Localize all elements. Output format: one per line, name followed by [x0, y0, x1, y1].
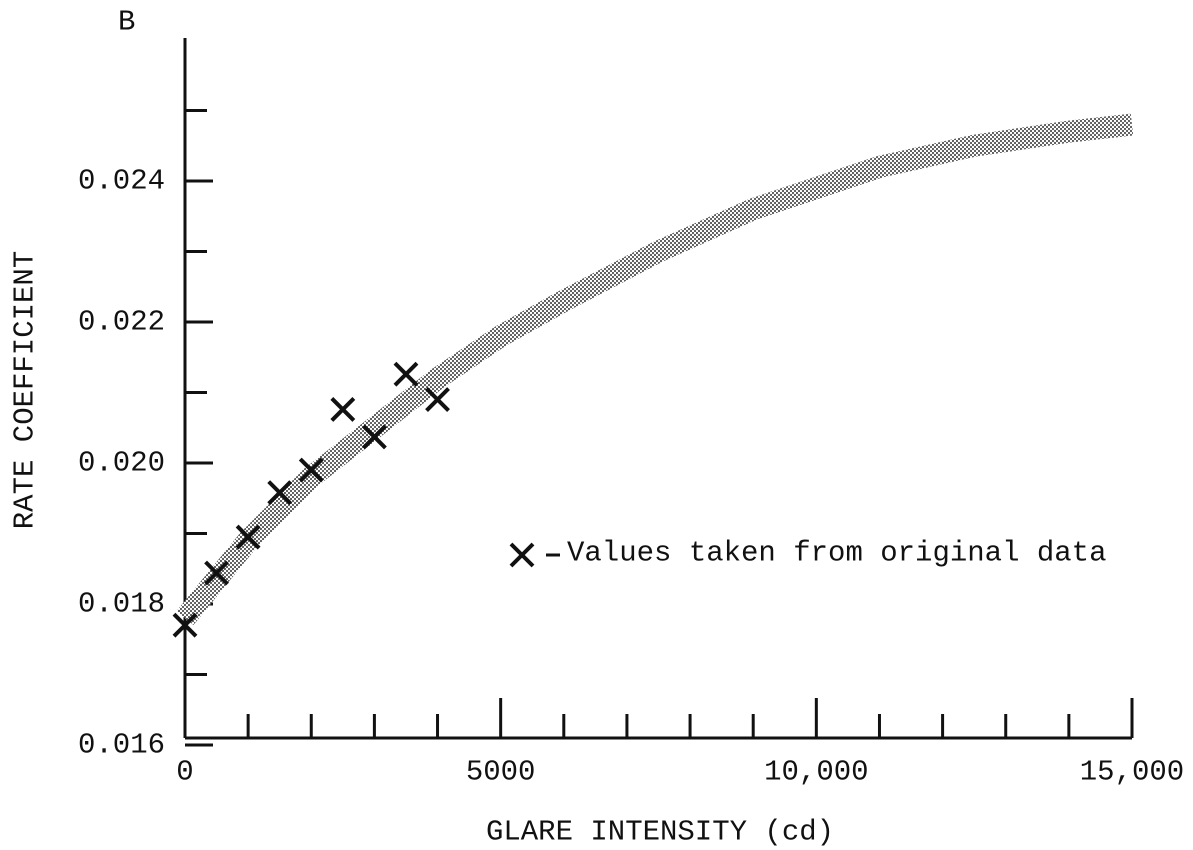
x-tick-label: 0: [176, 756, 193, 789]
data-point: [361, 424, 387, 450]
y-tick-label: 0.024: [78, 165, 165, 198]
data-point: [235, 524, 261, 550]
legend-label: Values taken from original data: [567, 537, 1107, 570]
data-point: [425, 387, 450, 412]
marker-stroke: [267, 480, 293, 506]
panel-label: B: [118, 6, 135, 39]
marker-stroke: [425, 387, 450, 412]
data-point: [267, 480, 293, 506]
y-axis-label: RATE COEFFICIENT: [9, 251, 42, 529]
data-point: [393, 361, 419, 387]
marker-stroke: [235, 524, 261, 550]
marker-stroke: [361, 424, 387, 450]
x-tick-label: 5000: [466, 756, 536, 789]
data-point: [172, 612, 198, 638]
data-point: [330, 397, 356, 422]
x-tick-label: 15,000: [1080, 756, 1184, 789]
legend: Values taken from original data: [546, 537, 1107, 570]
y-tick-label: 0.022: [78, 306, 165, 339]
y-tick-label: 0.016: [78, 729, 165, 762]
fit-band: [176, 113, 1134, 626]
x-tick-label: 10,000: [764, 756, 868, 789]
x-axis-label: GLARE INTENSITY (cd): [486, 816, 834, 849]
marker-stroke: [172, 612, 198, 638]
marker-stroke: [509, 542, 535, 568]
marker-stroke: [298, 457, 324, 483]
marker-stroke: [330, 397, 356, 422]
marker-stroke: [393, 361, 419, 387]
data-point: [204, 560, 229, 586]
y-tick-label: 0.018: [78, 588, 165, 621]
y-tick-label: 0.020: [78, 447, 165, 480]
data-point: [298, 457, 324, 483]
marker-stroke: [204, 560, 229, 586]
legend-marker: [509, 542, 535, 568]
